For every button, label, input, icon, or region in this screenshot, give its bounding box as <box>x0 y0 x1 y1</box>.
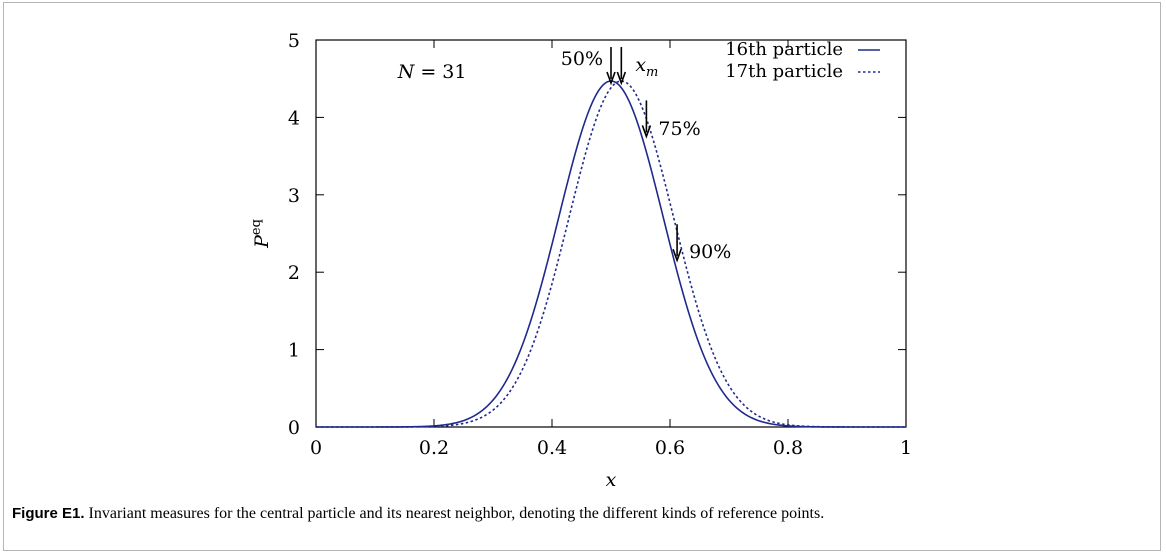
y-tick-label: 0 <box>288 417 300 439</box>
x-tick-label: 0.8 <box>773 437 803 459</box>
annotation-label-50: 50% <box>561 48 603 70</box>
y-tick-label: 4 <box>288 107 300 129</box>
x-tick-label: 1 <box>900 437 912 459</box>
x-tick-label: 0.2 <box>419 437 449 459</box>
x-tick-label: 0.6 <box>655 437 685 459</box>
figure-caption: Figure E1. Invariant measures for the ce… <box>12 505 1152 523</box>
annotation-arrow-xm-head <box>616 71 627 86</box>
caption-label: Figure E1. <box>12 505 85 522</box>
x-axis-label: x <box>606 469 617 491</box>
figure-frame <box>3 2 1161 551</box>
y-axis-label: Peq <box>249 219 273 249</box>
legend-label-1: 16th particle <box>725 39 843 60</box>
y-tick-label: 3 <box>288 185 300 207</box>
annotation-arrow-90-head <box>672 248 682 263</box>
annotation-n-label: N = 31 <box>397 61 467 83</box>
annotation-label-75: 75% <box>658 118 700 140</box>
chart: 0 0.2 0.4 0.6 0.8 1 0 1 2 3 4 5 x Peq 16th particle17t… <box>249 30 912 491</box>
series-line-2 <box>316 80 906 428</box>
y-tick-label: 1 <box>288 340 300 362</box>
annotation-arrow-75-head <box>641 125 652 139</box>
annotation-label-90: 90% <box>689 241 731 263</box>
caption-text: Invariant measures for the central parti… <box>84 505 825 522</box>
x-tick-label: 0.4 <box>537 437 567 459</box>
y-tick-label: 5 <box>288 30 300 52</box>
annotation-label-xm: xm <box>635 54 658 80</box>
series-line-1 <box>316 80 906 428</box>
x-tick-label: 0 <box>310 437 322 459</box>
y-tick-label: 2 <box>288 262 300 284</box>
legend-label-2: 17th particle <box>725 61 843 82</box>
plot-frame <box>315 39 907 428</box>
annotation-arrow-50-head <box>606 71 616 86</box>
